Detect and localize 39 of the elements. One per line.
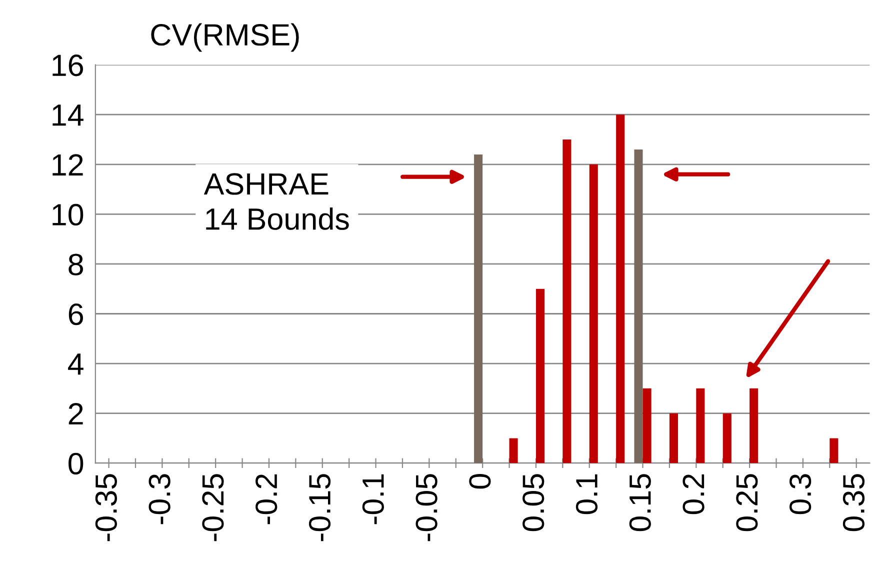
- x-tick-label: 0.35: [842, 474, 865, 532]
- y-tick-label: 8: [68, 254, 84, 276]
- bar: [669, 413, 678, 464]
- bar: [750, 388, 758, 464]
- y-tick-label: 14: [52, 104, 84, 126]
- bar: [642, 388, 652, 464]
- y-tick-label: 4: [68, 354, 84, 375]
- x-tick-label: -0.25: [202, 474, 224, 542]
- bar: [562, 140, 572, 464]
- x-tick-label: -0.35: [95, 474, 117, 542]
- x-tick-label: 0.1: [576, 474, 598, 514]
- bar: [509, 438, 518, 464]
- x-tick-label: -0.2: [256, 474, 278, 524]
- x-tick-label: 0.3: [790, 474, 812, 514]
- y-tick-label: 12: [52, 154, 83, 176]
- x-tick-label: -0.15: [308, 474, 331, 542]
- y-tick-label: 6: [68, 303, 83, 326]
- bar: [722, 413, 732, 464]
- x-tick-label: 0.05: [522, 474, 544, 532]
- y-tick-label: 0: [68, 452, 84, 474]
- x-tick-label: -0.1: [362, 474, 384, 524]
- chart-title: CV(RMSE): [151, 23, 299, 52]
- bar: [634, 149, 643, 464]
- y-tick-label: 10: [52, 204, 84, 226]
- bar: [830, 438, 838, 464]
- bar: [536, 288, 545, 464]
- x-tick-label: -0.3: [148, 474, 170, 524]
- x-tick-label: 0.15: [629, 474, 651, 532]
- bar: [474, 154, 483, 464]
- x-tick-label: 0: [469, 474, 491, 489]
- y-tick-label: 16: [52, 54, 83, 76]
- x-tick-label: 0.2: [682, 474, 704, 514]
- x-tick-label: -0.05: [416, 474, 438, 542]
- x-tick-label: 0.25: [736, 474, 758, 532]
- bar: [696, 388, 705, 464]
- bar: [589, 164, 598, 464]
- annotation: ASHRAE 14 Bounds: [204, 173, 349, 230]
- bar: [616, 114, 625, 464]
- y-tick-label: 2: [68, 403, 83, 424]
